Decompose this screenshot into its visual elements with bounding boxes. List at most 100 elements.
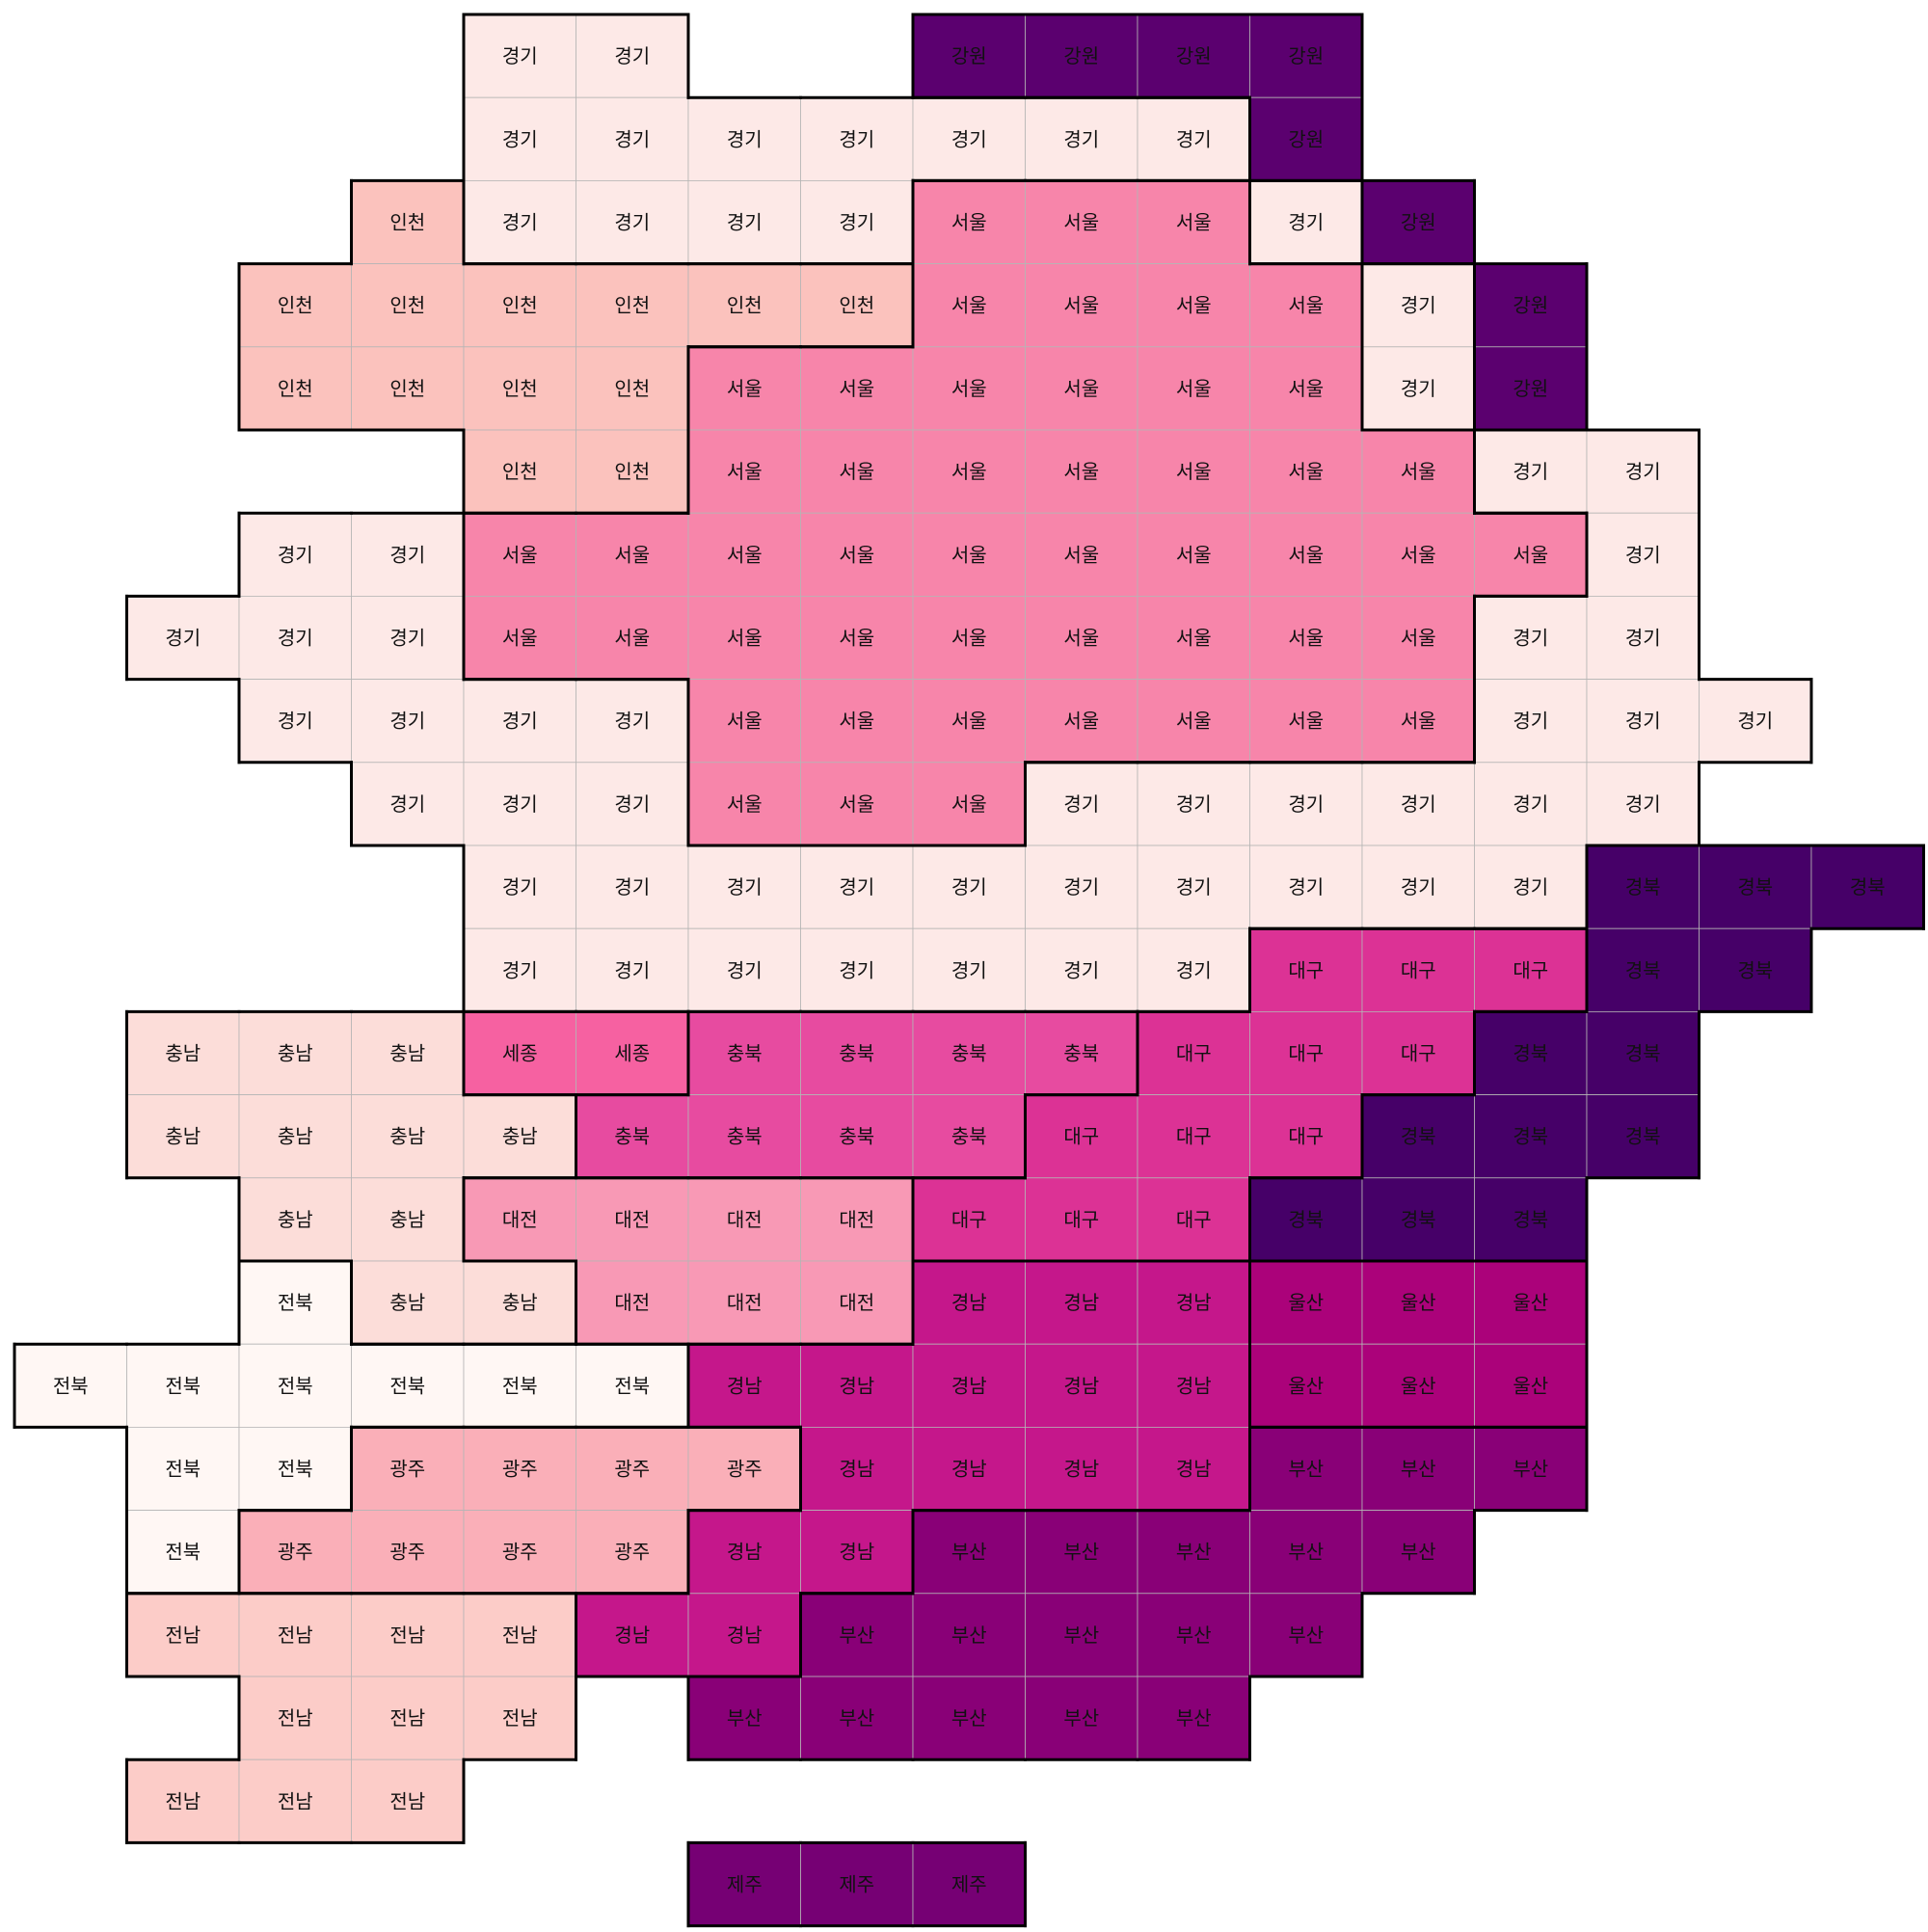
tile-label: 경기 bbox=[1063, 127, 1099, 150]
tile-label: 경기 bbox=[839, 127, 874, 150]
tile-전북 bbox=[126, 1510, 240, 1595]
tile-label: 전남 bbox=[502, 1706, 538, 1730]
tile-label: 광주 bbox=[278, 1541, 313, 1564]
tile-광주 bbox=[238, 1510, 352, 1595]
tile-label: 경남 bbox=[1063, 1458, 1099, 1481]
tile-label: 전남 bbox=[278, 1706, 313, 1730]
tile-label: 경기 bbox=[727, 211, 763, 234]
tile-서울 bbox=[463, 512, 576, 597]
tile-label: 인천 bbox=[389, 294, 425, 317]
tile-label: 전북 bbox=[53, 1374, 89, 1397]
tile-label: 경기 bbox=[1063, 792, 1099, 816]
tile-label: 전북 bbox=[165, 1374, 201, 1397]
tile-label: 충북 bbox=[727, 1125, 763, 1148]
tile-label: 경남 bbox=[951, 1374, 987, 1397]
tile-label: 경북 bbox=[1513, 1125, 1548, 1148]
tile-부산 bbox=[912, 1593, 1026, 1677]
region-borders-layer bbox=[13, 13, 1925, 1928]
tile-label: 충남 bbox=[389, 1125, 425, 1148]
tile-label: 서울 bbox=[1063, 294, 1099, 317]
tile-인천 bbox=[238, 263, 352, 348]
tile-경기 bbox=[1137, 762, 1250, 846]
tile-경북 bbox=[1474, 1094, 1588, 1179]
tile-label: 제주 bbox=[839, 1873, 874, 1896]
tile-서울 bbox=[912, 263, 1026, 348]
tile-label: 부산 bbox=[1288, 1541, 1324, 1564]
tile-대전 bbox=[463, 1177, 576, 1262]
tile-부산 bbox=[800, 1593, 914, 1677]
tile-label: 대구 bbox=[1401, 1042, 1436, 1065]
tile-label: 전북 bbox=[165, 1458, 201, 1481]
tile-label: 경기 bbox=[1625, 460, 1661, 483]
tile-label: 경북 bbox=[1513, 1042, 1548, 1065]
tile-경남 bbox=[912, 1427, 1026, 1512]
tile-전북 bbox=[576, 1343, 689, 1428]
tile-label: 경남 bbox=[839, 1458, 874, 1481]
tile-label: 전북 bbox=[165, 1541, 201, 1564]
tile-label: 강원 bbox=[1176, 44, 1212, 67]
tile-인천 bbox=[351, 179, 465, 264]
tile-경기 bbox=[1586, 596, 1700, 681]
tile-label: 서울 bbox=[1063, 543, 1099, 566]
tile-label: 제주 bbox=[951, 1873, 987, 1896]
tile-광주 bbox=[463, 1510, 576, 1595]
tile-label: 서울 bbox=[614, 543, 650, 566]
tile-label: 서울 bbox=[1401, 543, 1436, 566]
tile-label: 서울 bbox=[502, 627, 538, 650]
tile-울산 bbox=[1249, 1260, 1363, 1345]
tile-경기 bbox=[1361, 845, 1475, 929]
tile-경기 bbox=[463, 762, 576, 846]
tile-label: 대구 bbox=[1176, 1208, 1212, 1231]
tile-서울 bbox=[912, 512, 1026, 597]
tile-경북 bbox=[1249, 1177, 1363, 1262]
tile-label: 경기 bbox=[951, 127, 987, 150]
tile-label: 전북 bbox=[278, 1458, 313, 1481]
tile-대구 bbox=[1361, 1011, 1475, 1096]
tile-대구 bbox=[1137, 1177, 1250, 1262]
tile-광주 bbox=[687, 1427, 801, 1512]
tile-label: 광주 bbox=[502, 1541, 538, 1564]
tile-label: 대구 bbox=[1513, 958, 1548, 981]
tile-서울 bbox=[1249, 429, 1363, 514]
tile-label: 경남 bbox=[1176, 1458, 1212, 1481]
tile-서울 bbox=[1361, 512, 1475, 597]
tile-서울 bbox=[687, 762, 801, 846]
tile-서울 bbox=[1025, 512, 1138, 597]
tile-label: 전북 bbox=[502, 1374, 538, 1397]
tile-label: 서울 bbox=[1176, 627, 1212, 650]
tile-서울 bbox=[1361, 429, 1475, 514]
tile-서울 bbox=[1025, 679, 1138, 764]
tile-label: 경남 bbox=[727, 1541, 763, 1564]
tile-서울 bbox=[1137, 596, 1250, 681]
tile-label: 전남 bbox=[502, 1623, 538, 1647]
tile-경기 bbox=[1361, 762, 1475, 846]
tile-전북 bbox=[238, 1427, 352, 1512]
tile-label: 경기 bbox=[1176, 958, 1212, 981]
tile-label: 부산 bbox=[839, 1623, 874, 1647]
tile-대구 bbox=[1025, 1177, 1138, 1262]
tile-서울 bbox=[1249, 512, 1363, 597]
tile-label: 제주 bbox=[727, 1873, 763, 1896]
tile-label: 대구 bbox=[1401, 958, 1436, 981]
tile-label: 인천 bbox=[389, 211, 425, 234]
tile-광주 bbox=[351, 1427, 465, 1512]
tile-label: 서울 bbox=[502, 543, 538, 566]
tile-label: 경기 bbox=[1288, 792, 1324, 816]
tile-label: 경북 bbox=[1737, 875, 1773, 899]
tile-전남 bbox=[463, 1593, 576, 1677]
tile-label: 서울 bbox=[1063, 460, 1099, 483]
tile-광주 bbox=[576, 1510, 689, 1595]
tile-서울 bbox=[687, 596, 801, 681]
tile-label: 경기 bbox=[278, 627, 313, 650]
tile-label: 충남 bbox=[278, 1042, 313, 1065]
tile-label: 서울 bbox=[839, 543, 874, 566]
tile-label: 경기 bbox=[1737, 710, 1773, 733]
tile-label: 충남 bbox=[502, 1291, 538, 1314]
tile-label: 서울 bbox=[727, 460, 763, 483]
tile-대구 bbox=[1137, 1011, 1250, 1096]
tile-label: 서울 bbox=[727, 710, 763, 733]
tile-label: 경기 bbox=[614, 875, 650, 899]
tile-label: 충남 bbox=[389, 1291, 425, 1314]
tile-label: 경기 bbox=[614, 792, 650, 816]
